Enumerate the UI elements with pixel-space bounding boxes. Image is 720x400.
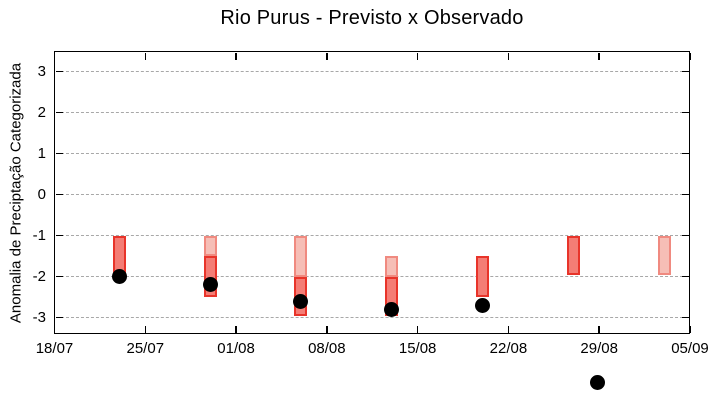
y-tick <box>56 316 63 319</box>
y-tick <box>56 234 63 237</box>
y-tick-label: 0 <box>37 185 46 203</box>
observed-dot <box>202 277 218 293</box>
forecast-7d-bar <box>566 235 580 275</box>
y-tick-mirror <box>681 275 689 278</box>
x-tick <box>144 325 147 333</box>
legend-observado-dot-icon <box>590 375 605 390</box>
y-tick-mirror <box>681 234 689 237</box>
x-tick-label: 29/08 <box>580 340 618 357</box>
gridline <box>56 112 688 114</box>
y-tick <box>56 275 63 278</box>
y-tick-label: -2 <box>32 267 46 285</box>
y-tick-mirror <box>681 316 689 319</box>
y-tick-label: 3 <box>37 62 46 80</box>
x-tick-label: 22/08 <box>489 340 528 357</box>
x-tick-mirror <box>598 52 600 60</box>
x-tick-mirror <box>689 52 691 60</box>
y-tick <box>56 193 63 196</box>
gridline <box>56 71 688 72</box>
x-tick-label: 01/08 <box>217 340 255 357</box>
y-tick-label: 1 <box>37 144 46 162</box>
y-tick-label: -3 <box>32 308 46 326</box>
plot-area-border <box>54 51 690 334</box>
legend: Previsto 14D Previsto 7D Observado <box>0 370 720 396</box>
gridline <box>56 317 688 319</box>
observed-dot <box>474 297 490 313</box>
y-tick <box>56 70 63 73</box>
gridline <box>56 153 688 155</box>
x-tick-mirror <box>235 52 237 60</box>
x-tick-mirror <box>326 52 328 60</box>
observed-dot <box>384 301 400 317</box>
x-tick-mirror <box>507 52 510 60</box>
forecast-14d-bar <box>385 256 399 277</box>
gridline <box>56 194 688 196</box>
x-tick <box>53 325 56 333</box>
x-tick <box>598 325 600 333</box>
gridline <box>56 235 688 237</box>
x-tick-label: 18/07 <box>35 340 74 357</box>
forecast-14d-bar <box>203 235 217 257</box>
forecast-14d-bar <box>657 235 671 275</box>
gridline <box>56 276 688 278</box>
y-tick-label: 2 <box>37 103 46 121</box>
forecast-14d-bar <box>294 235 308 277</box>
chart-title: Rio Purus - Previsto x Observado <box>220 7 524 29</box>
y-tick-mirror <box>681 193 689 196</box>
x-tick-mirror <box>144 52 147 60</box>
x-tick-mirror <box>416 52 419 60</box>
y-tick-mirror <box>681 70 689 73</box>
x-tick <box>416 325 419 333</box>
x-tick-label: 25/07 <box>126 340 165 357</box>
forecast-7d-bar <box>475 256 489 298</box>
observed-dot <box>293 293 309 309</box>
x-tick <box>235 325 237 333</box>
x-tick <box>689 325 691 333</box>
y-tick <box>56 152 63 155</box>
x-tick-label: 08/08 <box>308 340 346 357</box>
x-tick-label: 15/08 <box>398 340 437 357</box>
x-tick-mirror <box>53 52 56 60</box>
y-tick-mirror <box>681 152 689 155</box>
y-tick <box>56 111 63 114</box>
y-tick-label: -1 <box>32 226 46 244</box>
x-tick-label: 05/09 <box>671 340 709 357</box>
observed-dot <box>111 269 127 285</box>
y-tick-mirror <box>681 111 689 114</box>
x-tick <box>507 325 510 333</box>
x-tick <box>326 325 328 333</box>
